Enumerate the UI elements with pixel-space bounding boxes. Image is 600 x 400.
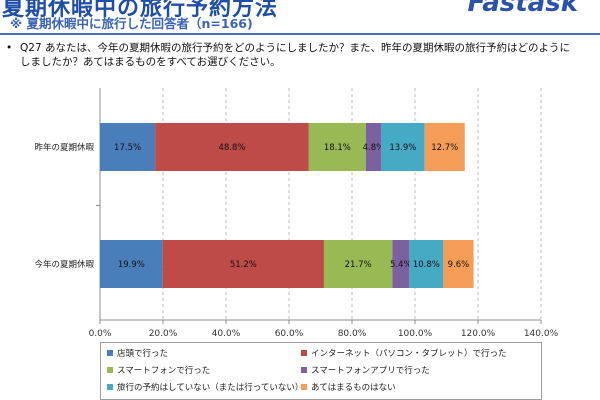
bar-segment — [424, 123, 465, 171]
data-label: 18.1% — [324, 143, 351, 153]
legend-item: スマートフォンアプリで行った — [301, 364, 430, 376]
bar-segment — [409, 240, 444, 288]
x-tick-label: 80.0% — [338, 329, 367, 339]
question-bullet: • — [6, 42, 13, 54]
stacked-bar-chart: 0.0% 20.0% 40.0% 60.0% 80.0% 100.0% 120.0% 140.… — [34, 88, 559, 339]
legend-label: インターネット（パソコン・タブレット）で行った — [311, 349, 507, 359]
bar-segment — [155, 123, 309, 171]
header-divider — [0, 33, 600, 35]
bar-segment — [323, 240, 393, 288]
x-tick-label: 100.0% — [398, 329, 433, 339]
legend-swatch — [107, 367, 113, 373]
legend-label: 店頭で行った — [117, 349, 169, 359]
bar-segment — [392, 240, 410, 288]
data-label: 5.4% — [390, 260, 412, 270]
x-tick-label: 0.0% — [89, 329, 112, 339]
y-category-label: 今年の夏期休暇 — [34, 259, 94, 270]
legend-item: インターネット（パソコン・タブレット）で行った — [301, 347, 507, 359]
bar-segment — [100, 240, 163, 288]
legend-item: あてはまるものはない — [301, 381, 396, 393]
legend-label: あてはまるものはない — [311, 383, 396, 393]
data-label: 10.8% — [413, 260, 440, 270]
question-text: • Q27 あなたは、今年の夏期休暇の旅行予約をどのようにしましたか？また、昨年… — [6, 41, 580, 69]
bar-segment — [380, 123, 425, 171]
data-label: 17.5% — [114, 143, 141, 153]
bar-segment — [308, 123, 366, 171]
legend-label: スマートフォンアプリで行った — [311, 366, 430, 376]
chart-legend: 店頭で行った インターネット（パソコン・タブレット）で行ったスマートフォンで行った… — [100, 342, 542, 400]
bar-segment — [162, 240, 324, 288]
legend-swatch — [301, 367, 307, 373]
data-label: 48.8% — [218, 143, 245, 153]
x-tick-label: 20.0% — [149, 329, 178, 339]
legend-label: 旅行の予約はしていない（または行っていない） — [117, 383, 304, 393]
legend-label: スマートフォンで行った — [117, 366, 211, 376]
y-category-label: 昨年の夏期休暇 — [34, 142, 94, 153]
x-tick-label: 140.0% — [524, 329, 559, 339]
page-subtitle: ※ 夏期休暇中に旅行した回答者（n=166) — [10, 16, 253, 31]
data-label: 13.9% — [389, 143, 416, 153]
legend-item: 店頭で行った — [107, 347, 168, 359]
legend-item: スマートフォンで行った — [107, 364, 210, 376]
x-tick-label: 60.0% — [275, 329, 304, 339]
data-label: 51.2% — [230, 260, 257, 270]
legend-swatch — [107, 350, 113, 356]
data-label: 21.7% — [345, 260, 372, 270]
legend-swatch — [107, 384, 113, 390]
page-title: 夏期休暇中の旅行予約方法 — [2, 0, 279, 21]
bar-segment — [365, 123, 381, 171]
data-label: 4.8% — [363, 143, 385, 153]
brand-logo: Fastask — [467, 0, 578, 18]
legend-swatch — [301, 350, 307, 356]
x-tick-label: 120.0% — [461, 329, 496, 339]
legend-item: 旅行の予約はしていない（または行っていない） — [107, 381, 303, 393]
data-label: 9.6% — [448, 260, 470, 270]
legend-swatch — [301, 384, 307, 390]
bar-segment — [443, 240, 474, 288]
x-tick-label: 40.0% — [212, 329, 241, 339]
bar-segment — [100, 123, 156, 171]
data-label: 19.9% — [118, 260, 145, 270]
data-label: 12.7% — [431, 143, 458, 153]
question-body: Q27 あなたは、今年の夏期休暇の旅行予約をどのようにしましたか？また、昨年の夏… — [20, 42, 570, 68]
